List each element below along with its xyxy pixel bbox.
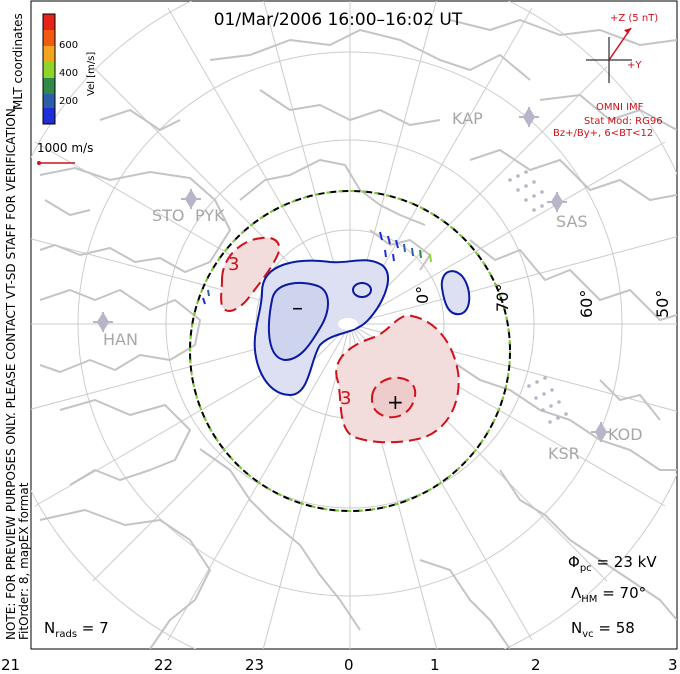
pole-marker (338, 318, 358, 330)
contour-label-right: 3 (340, 388, 351, 409)
latitude-label-60: 60° (577, 290, 596, 318)
latitude-label-70: 70° (493, 284, 512, 312)
imf-y-label: +Y (627, 60, 642, 71)
negative-cell-inner (267, 282, 329, 362)
mlt-tick-21: 21 (1, 656, 20, 674)
mlt-tick-22: 22 (154, 656, 173, 674)
negative-cell-sign: – (292, 296, 303, 321)
cross-polar-potential: Φpc = 23 kV (568, 553, 657, 574)
scale-tick-400: 400 (59, 68, 78, 79)
scale-tick-600: 600 (59, 40, 78, 51)
station-label-pyk: PYK (195, 206, 225, 225)
station-label-kod: KOD (608, 425, 643, 444)
velocity-vectors (202, 231, 432, 305)
scale-tick-200: 200 (59, 96, 78, 107)
imf-z-label: +Z (5 nT) (610, 13, 658, 24)
station-label-han: HAN (103, 330, 138, 349)
negative-cell-dayside (440, 270, 471, 316)
velocity-color-scale (42, 13, 56, 125)
positive-cell-inner (370, 376, 417, 419)
mlt-tick-3: 3 (668, 656, 678, 674)
mlt-tick-0: 0 (344, 656, 354, 674)
preview-note: NOTE: FOR PREVIEW PURPOSES ONLY. PLEASE … (4, 104, 18, 640)
imf-clock (586, 27, 632, 83)
fit-order-note: FitOrder: 8, mapEX format (17, 482, 31, 640)
imf-source: OMNI IMF (596, 102, 644, 113)
scale-unit-label: Vel [m/s] (86, 52, 97, 96)
latitude-label-80: 0° (413, 286, 432, 304)
mlt-tick-2: 2 (531, 656, 541, 674)
station-label-sto: STO (152, 206, 185, 225)
hm-latitude: ΛHM = 70° (571, 584, 646, 605)
coastlines (39, 19, 677, 649)
radar-coverage-dots (508, 170, 568, 424)
station-label-kap: KAP (452, 109, 483, 128)
station-label-sas: SAS (556, 212, 588, 231)
contour-label-left: 3 (228, 254, 239, 275)
map-title: 01/Mar/2006 16:00–16:02 UT (214, 10, 463, 30)
station-markers (93, 107, 611, 442)
positive-cell-sign: + (387, 390, 404, 414)
negative-cell-small (352, 282, 372, 298)
station-label-ksr: KSR (548, 444, 580, 463)
potential-contours (220, 236, 471, 444)
stat-model: Stat Mod: RG96 (584, 116, 663, 127)
latitude-label-50: 50° (653, 290, 672, 318)
mlt-tick-1: 1 (430, 656, 440, 674)
vector-scale-label: 1000 m/s (37, 141, 93, 155)
imf-condition: Bz+/By+, 6<BT<12 (553, 128, 653, 139)
radar-count: Nrads = 7 (44, 619, 109, 640)
positive-cell-left (220, 236, 281, 312)
vector-scale-dot (37, 161, 41, 165)
vector-count: Nvc = 58 (571, 619, 635, 640)
mlt-tick-23: 23 (245, 656, 264, 674)
mlt-coordinates-label: MLT coordinates (11, 13, 25, 110)
